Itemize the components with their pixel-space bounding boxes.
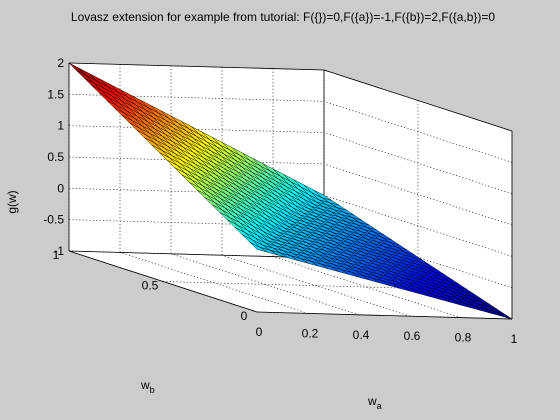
z-tick-label: -0.5 bbox=[43, 213, 64, 227]
x-axis-label-sub: a bbox=[377, 401, 382, 411]
y-tick-label: 0 bbox=[241, 309, 248, 323]
y-tick-label: 1 bbox=[53, 248, 60, 262]
z-tick-label: 2 bbox=[57, 56, 64, 70]
z-tick-label: 1 bbox=[57, 119, 64, 133]
y-tick-label: 0.5 bbox=[142, 279, 159, 293]
y-axis-label-main: w bbox=[140, 378, 150, 392]
x-tick-label: 0.8 bbox=[455, 331, 472, 345]
z-tick-label: 0 bbox=[57, 181, 64, 195]
z-tick-label: 1.5 bbox=[47, 87, 64, 101]
chart-title: Lovasz extension for example from tutori… bbox=[71, 10, 496, 24]
x-tick-label: 0.6 bbox=[404, 329, 421, 343]
z-tick-label: 0.5 bbox=[47, 150, 64, 164]
x-axis-label-main: w bbox=[367, 394, 377, 408]
x-tick-label: 0.2 bbox=[302, 326, 319, 340]
x-tick-label: 0.4 bbox=[353, 328, 370, 342]
x-tick-label: 1 bbox=[511, 332, 518, 346]
x-tick-label: 0 bbox=[256, 325, 263, 339]
z-axis-label: g(w) bbox=[5, 190, 19, 213]
y-axis-label-sub: b bbox=[150, 385, 155, 395]
